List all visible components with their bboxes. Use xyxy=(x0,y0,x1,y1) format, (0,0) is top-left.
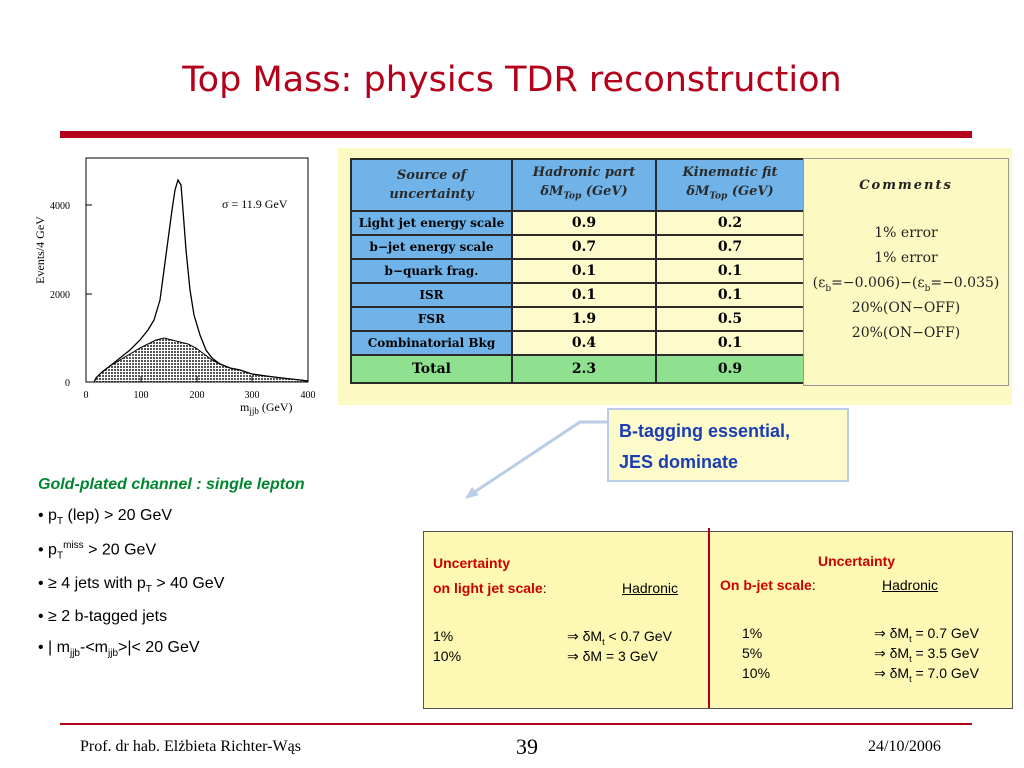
header-hadronic: Hadronic part δMTop (GeV) xyxy=(511,158,657,212)
mass-histogram: 0 2000 4000 0 100 200 300 400 σ = 11.9 G… xyxy=(30,150,330,420)
row-kinematic: 0.1 xyxy=(655,282,805,308)
uncertainty-table: Source of uncertainty Hadronic part δMTop … xyxy=(350,158,805,384)
table-row: Combinatorial Bkg 0.4 0.1 xyxy=(350,330,805,356)
row-source: b−quark frag. xyxy=(350,258,513,284)
title-underline xyxy=(60,131,972,138)
row-source: FSR xyxy=(350,306,513,332)
list-item: • ≥ 2 b-tagged jets xyxy=(38,607,168,625)
row-hadronic: 0.4 xyxy=(511,330,657,356)
row-hadronic: 0.7 xyxy=(511,234,657,260)
callout-line-2: JES dominate xyxy=(619,452,739,472)
footer-date: 24/10/2006 xyxy=(868,738,941,755)
bullets-heading: Gold-plated channel : single lepton xyxy=(38,476,305,493)
row-kinematic: 0.7 xyxy=(655,234,805,260)
list-item: • pTmiss > 20 GeV xyxy=(38,540,157,562)
right-row-pct: 5% xyxy=(742,645,763,661)
table-row: b−jet energy scale 0.7 0.7 xyxy=(350,234,805,260)
x-tick-0: 0 xyxy=(84,390,89,401)
left-row-pct: 10% xyxy=(433,648,462,664)
list-item: • pT (lep) > 20 GeV xyxy=(38,507,173,528)
x-axis-label: mjjb (GeV) xyxy=(240,400,293,416)
comments-column: Comments 1% error 1% error (εb=−0.006)−(… xyxy=(803,158,1009,386)
right-row-value: ⇒ δMt = 0.7 GeV xyxy=(874,625,979,644)
left-row-value: ⇒ δMt < 0.7 GeV xyxy=(567,628,672,647)
x-tick-100: 100 xyxy=(134,390,149,401)
right-row-value: ⇒ δMt = 7.0 GeV xyxy=(874,665,979,684)
total-label: Total xyxy=(350,354,513,384)
y-axis-label: Events/4 GeV xyxy=(33,216,47,284)
y-tick-0: 0 xyxy=(65,378,70,389)
footer-rule xyxy=(60,723,972,725)
left-row-value: ⇒ δM = 3 GeV xyxy=(567,648,658,664)
header-source: Source of uncertainty xyxy=(350,158,513,212)
selection-cuts: Gold-plated channel : single lepton • pT… xyxy=(38,476,398,672)
row-hadronic: 0.1 xyxy=(511,282,657,308)
right-row-pct: 1% xyxy=(742,625,763,641)
table-total-row: Total 2.3 0.9 xyxy=(350,354,805,384)
left-hadronic-label: Hadronic xyxy=(622,580,679,596)
left-row-pct: 1% xyxy=(433,628,454,644)
x-tick-300: 300 xyxy=(245,390,260,401)
comment-item: 1% error xyxy=(874,225,938,241)
y-tick-4000: 4000 xyxy=(50,201,70,212)
table-row: b−quark frag. 0.1 0.1 xyxy=(350,258,805,284)
right-title-1: Uncertainty xyxy=(818,553,896,569)
row-kinematic: 0.5 xyxy=(655,306,805,332)
left-title-1: Uncertainty xyxy=(433,555,511,571)
left-title-2: on light jet scale: xyxy=(433,580,547,596)
callout-arrow xyxy=(465,420,607,499)
list-item: • ≥ 4 jets with pT > 40 GeV xyxy=(38,574,225,595)
callout-box: B-tagging essential, JES dominate xyxy=(607,408,849,482)
row-hadronic: 0.9 xyxy=(511,210,657,236)
row-hadronic: 1.9 xyxy=(511,306,657,332)
comments-header: Comments xyxy=(859,178,953,193)
comment-item: 1% error xyxy=(874,250,938,266)
page-number: 39 xyxy=(516,734,538,759)
list-item: • | mjjb-<mjjb>|< 20 GeV xyxy=(38,638,200,660)
table-row: Light jet energy scale 0.9 0.2 xyxy=(350,210,805,236)
row-kinematic: 0.1 xyxy=(655,258,805,284)
x-tick-200: 200 xyxy=(190,390,205,401)
comment-item: 20%(ON−OFF) xyxy=(851,325,961,341)
y-tick-2000: 2000 xyxy=(50,290,70,301)
right-row-pct: 10% xyxy=(742,665,771,681)
row-source: Combinatorial Bkg xyxy=(350,330,513,356)
right-hadronic-label: Hadronic xyxy=(882,577,939,593)
total-hadronic: 2.3 xyxy=(511,354,657,384)
footer-author: Prof. dr hab. Elżbieta Richter-Wąs xyxy=(80,738,301,755)
row-kinematic: 0.2 xyxy=(655,210,805,236)
signal-curve xyxy=(93,178,309,383)
comment-item: 20%(ON−OFF) xyxy=(851,300,961,316)
row-source: Light jet energy scale xyxy=(350,210,513,236)
header-kinematic: Kinematic fit δMTop (GeV) xyxy=(655,158,805,212)
total-kinematic: 0.9 xyxy=(655,354,805,384)
row-hadronic: 0.1 xyxy=(511,258,657,284)
right-row-value: ⇒ δMt = 3.5 GeV xyxy=(874,645,979,664)
comment-item: (εb=−0.006)−(εb=−0.035) xyxy=(812,275,1000,294)
box-divider xyxy=(708,528,710,708)
row-source: b−jet energy scale xyxy=(350,234,513,260)
jet-scale-uncertainty-box: Uncertainty on light jet scale: Hadronic… xyxy=(423,528,1013,709)
x-tick-400: 400 xyxy=(301,390,316,401)
slide-title: Top Mass: physics TDR reconstruction xyxy=(182,60,842,100)
sigma-label: σ = 11.9 GeV xyxy=(222,197,288,211)
table-row: FSR 1.9 0.5 xyxy=(350,306,805,332)
table-row: ISR 0.1 0.1 xyxy=(350,282,805,308)
right-title-2: On b-jet scale: xyxy=(720,577,816,593)
uncertainty-table-panel: Source of uncertainty Hadronic part δMTop … xyxy=(338,148,1012,405)
row-source: ISR xyxy=(350,282,513,308)
callout-line-1: B-tagging essential, xyxy=(619,421,791,441)
row-kinematic: 0.1 xyxy=(655,330,805,356)
